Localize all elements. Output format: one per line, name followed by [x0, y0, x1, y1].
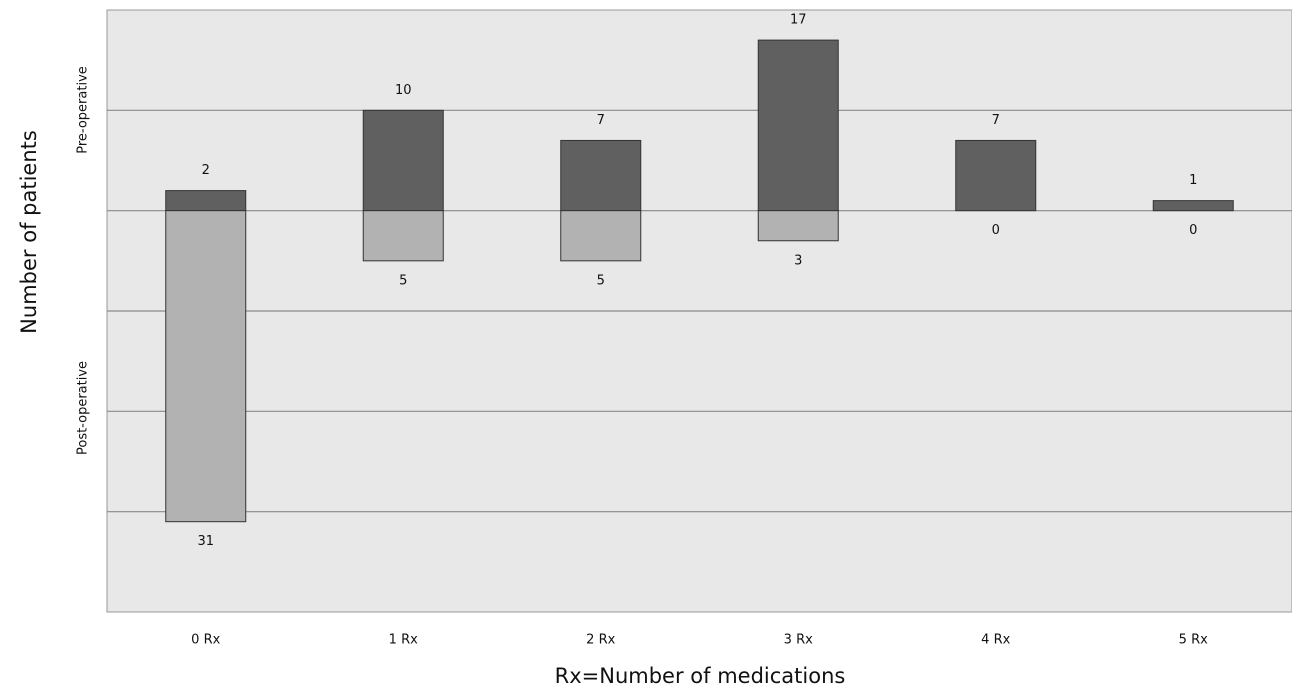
data-label: 7 [992, 113, 1000, 128]
x-tick-label: 0 Rx [191, 633, 220, 648]
bar [362, 109, 444, 212]
x-tick-label: 1 Rx [389, 633, 418, 648]
data-label: 10 [395, 83, 412, 98]
data-label: 0 [1189, 223, 1197, 238]
x-tick-label: 2 Rx [586, 633, 615, 648]
bar [1152, 200, 1234, 212]
bar [362, 210, 444, 262]
bar [955, 139, 1037, 212]
data-label: 5 [399, 273, 407, 288]
y-axis-title: Number of patients [17, 130, 41, 334]
side-label: Post-operative [76, 361, 91, 455]
side-label: Pre-operative [76, 66, 91, 154]
data-label: 2 [202, 163, 210, 178]
x-tick-label: 5 Rx [1179, 633, 1208, 648]
data-label: 5 [597, 273, 605, 288]
bar [165, 190, 247, 212]
x-axis-title: Rx=Number of medications [555, 664, 846, 688]
bar [560, 139, 642, 212]
bar [165, 210, 247, 523]
x-tick-label: 3 Rx [784, 633, 813, 648]
data-label: 3 [794, 253, 802, 268]
data-label: 7 [597, 113, 605, 128]
bar [560, 210, 642, 262]
bar [757, 39, 839, 212]
x-tick-label: 4 Rx [981, 633, 1010, 648]
data-label: 0 [992, 223, 1000, 238]
data-label: 1 [1189, 173, 1197, 188]
data-label: 31 [197, 534, 214, 549]
bar [757, 210, 839, 242]
data-label: 17 [790, 13, 807, 28]
